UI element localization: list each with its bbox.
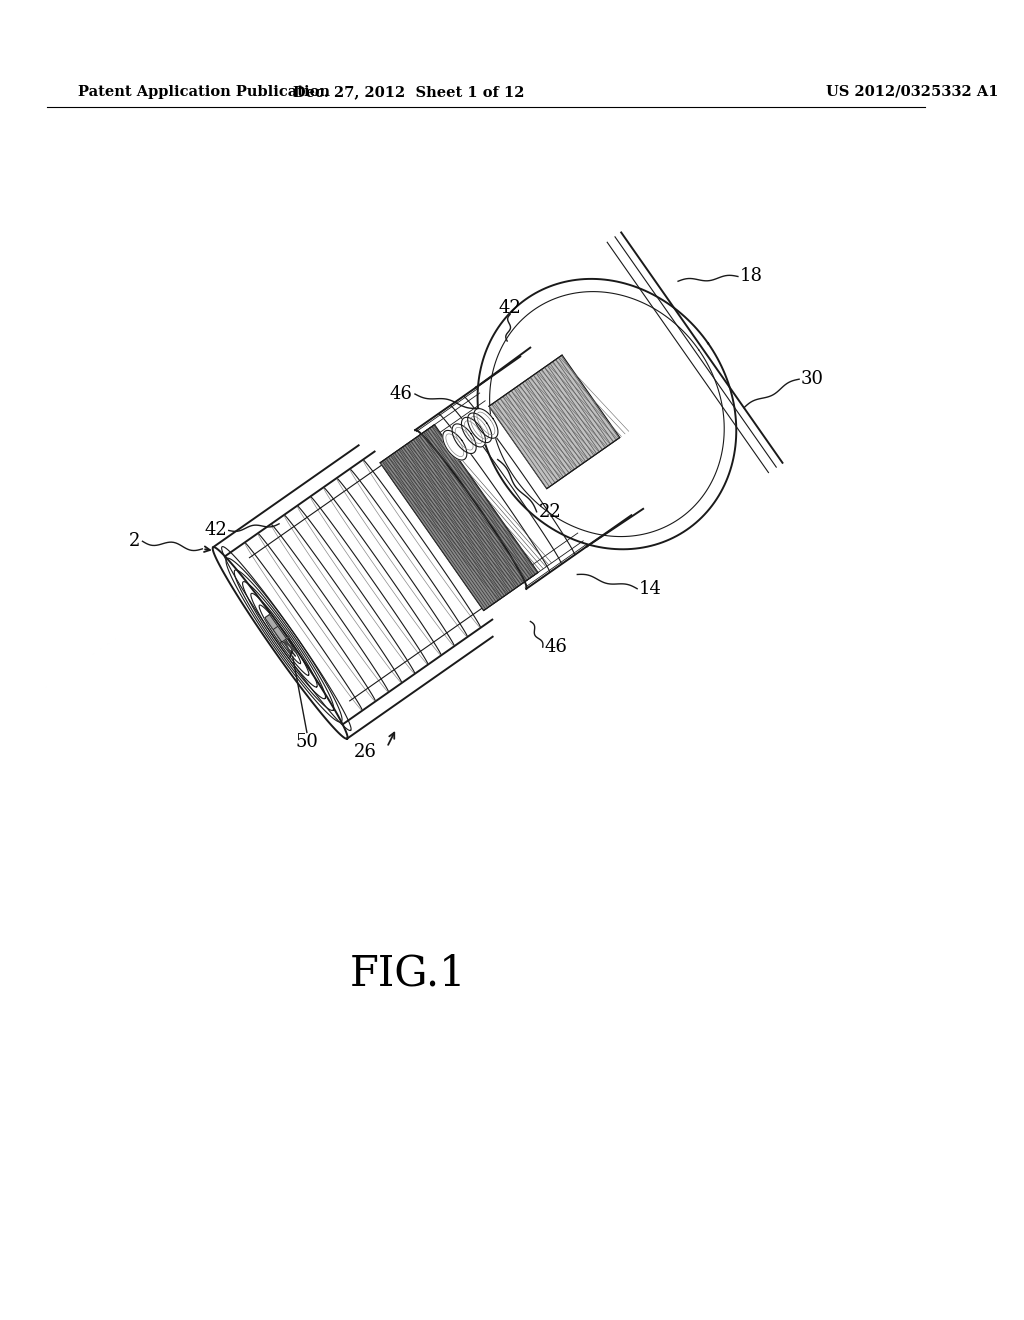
Polygon shape: [380, 425, 538, 611]
Text: 30: 30: [801, 370, 824, 388]
Text: Dec. 27, 2012  Sheet 1 of 12: Dec. 27, 2012 Sheet 1 of 12: [293, 84, 524, 99]
Text: FIG.1: FIG.1: [350, 953, 467, 994]
Text: US 2012/0325332 A1: US 2012/0325332 A1: [826, 84, 998, 99]
Polygon shape: [468, 413, 492, 442]
Text: 22: 22: [539, 503, 561, 521]
Polygon shape: [265, 615, 279, 630]
Text: Patent Application Publication: Patent Application Publication: [78, 84, 330, 99]
Text: 46: 46: [389, 385, 412, 403]
Polygon shape: [488, 355, 620, 488]
Text: 50: 50: [296, 733, 318, 751]
Text: 42: 42: [499, 298, 521, 317]
Polygon shape: [273, 626, 287, 642]
Polygon shape: [453, 424, 476, 454]
Text: 18: 18: [739, 268, 763, 285]
Polygon shape: [462, 417, 485, 447]
Text: 42: 42: [204, 521, 227, 540]
Polygon shape: [474, 409, 498, 438]
Text: 46: 46: [545, 638, 567, 656]
Polygon shape: [273, 626, 287, 642]
Text: 2: 2: [129, 532, 140, 550]
Polygon shape: [442, 430, 467, 461]
Text: 26: 26: [353, 743, 377, 762]
Polygon shape: [265, 615, 279, 630]
Text: 14: 14: [639, 579, 662, 598]
